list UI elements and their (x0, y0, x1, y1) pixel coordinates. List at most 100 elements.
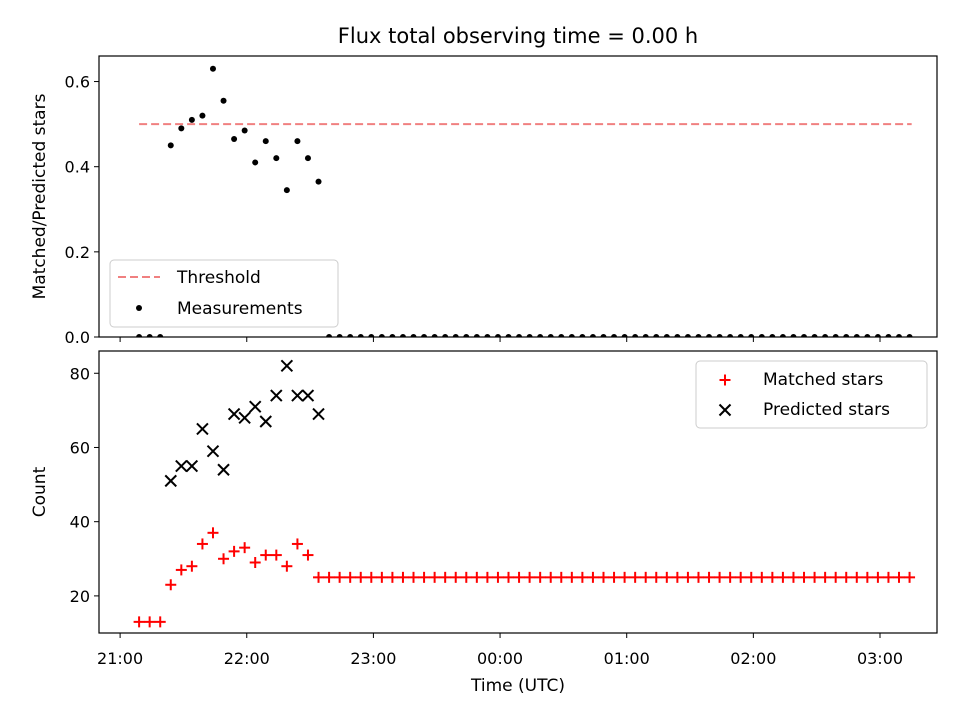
x-tick-label: 02:00 (730, 649, 776, 668)
measurement-point (178, 125, 185, 132)
measurement-point (336, 334, 343, 337)
matched-star-marker (671, 571, 683, 583)
measurement-point (283, 187, 290, 194)
x-tick-label: 01:00 (604, 649, 650, 668)
measurement-point (368, 334, 375, 337)
measurement-point (484, 334, 491, 337)
measurement-point (421, 334, 428, 337)
matched-star-marker (819, 571, 831, 583)
matched-star-marker (386, 571, 398, 583)
matched-star-marker (798, 571, 810, 583)
y-axis-label: Matched/Predicted stars (30, 93, 50, 299)
measurement-point (547, 334, 554, 337)
measurement-point (516, 334, 523, 337)
measurement-point (642, 334, 649, 337)
measurement-point (600, 334, 607, 337)
matched-star-marker (471, 571, 483, 583)
measurement-point (252, 159, 259, 166)
matched-star-marker (724, 571, 736, 583)
matched-star-marker (650, 571, 662, 583)
matched-star-marker (703, 571, 715, 583)
measurement-point (389, 334, 396, 337)
matched-star-marker (365, 571, 377, 583)
measurement-point (674, 334, 681, 337)
predicted-star-marker (164, 474, 177, 488)
measurement-point (442, 334, 449, 337)
y-tick-label: 0.2 (65, 243, 90, 262)
measurement-point (357, 334, 364, 337)
measurement-point (621, 334, 628, 337)
matched-star-marker (534, 571, 546, 583)
count-panel: 21:00 22:00 23:00 00:00 01:00 02:00 03:00 20 40 6… (30, 350, 938, 668)
matched-star-marker (492, 571, 504, 583)
y-tick-label: 0.4 (65, 158, 90, 177)
measurement-point (452, 334, 459, 337)
measurement-point (832, 334, 839, 337)
legend-measurements-swatch (136, 305, 142, 311)
y-tick-label: 20 (70, 587, 90, 606)
matched-star-marker (239, 542, 251, 554)
measurement-point (579, 334, 586, 337)
measurement-point (706, 334, 713, 337)
matched-star-marker (429, 571, 441, 583)
measurement-point (304, 155, 311, 162)
legend-matched-label: Matched stars (763, 370, 883, 390)
plot-area (136, 65, 913, 337)
matched-star-marker (629, 571, 641, 583)
matched-star-marker (165, 579, 177, 591)
predicted-star-marker (206, 444, 220, 458)
predicted-star-marker (248, 400, 262, 413)
matched-star-marker (756, 571, 768, 583)
matched-star-marker (439, 571, 451, 583)
matched-star-marker (513, 571, 525, 583)
matched-star-marker (545, 571, 557, 583)
measurement-point (410, 334, 417, 337)
matched-star-marker (207, 527, 219, 539)
matched-star-marker (882, 571, 894, 583)
matched-star-marker (608, 571, 620, 583)
measurement-point (611, 334, 618, 337)
matched-star-marker (281, 560, 293, 572)
legend-predicted-label: Predicted stars (763, 400, 890, 420)
legend-measurements-label: Measurements (177, 299, 303, 319)
y-tick-label: 80 (70, 364, 90, 383)
measurement-point (188, 116, 195, 123)
matched-star-marker (144, 616, 156, 628)
matched-star-marker (355, 571, 367, 583)
y-tick-label: 40 (70, 513, 90, 532)
matched-star-marker (133, 616, 145, 628)
predicted-star-marker (217, 463, 230, 476)
matched-star-marker (619, 571, 631, 583)
measurement-point (273, 155, 280, 162)
measurement-point (695, 334, 702, 337)
matched-star-marker (830, 571, 842, 583)
measurement-point (653, 334, 660, 337)
matched-star-marker (481, 571, 493, 583)
measurement-point (220, 97, 227, 104)
predicted-star-marker (185, 459, 199, 473)
measurement-point (801, 334, 808, 337)
x-tick-label: 22:00 (224, 649, 270, 668)
measurement-point (473, 334, 480, 337)
measurement-point (769, 334, 776, 337)
matched-star-marker (291, 538, 303, 550)
matched-star-marker (313, 571, 325, 583)
measurement-point (262, 138, 269, 145)
matched-star-marker (376, 571, 388, 583)
matched-star-marker (640, 571, 652, 583)
matched-star-marker (576, 571, 588, 583)
matched-star-marker (228, 545, 240, 557)
matched-star-marker (851, 571, 863, 583)
legend: Threshold Measurements (109, 259, 339, 328)
legend-box (109, 259, 339, 328)
measurement-point (885, 334, 892, 337)
matched-star-marker (787, 571, 799, 583)
legend-threshold-label: Threshold (176, 268, 261, 288)
matched-star-marker (597, 571, 609, 583)
legend-matched-swatch (719, 374, 731, 386)
predicted-star-marker (175, 459, 188, 473)
y-tick-label: 60 (70, 438, 90, 457)
measurement-point (315, 178, 322, 185)
matched-star-marker (566, 571, 578, 583)
